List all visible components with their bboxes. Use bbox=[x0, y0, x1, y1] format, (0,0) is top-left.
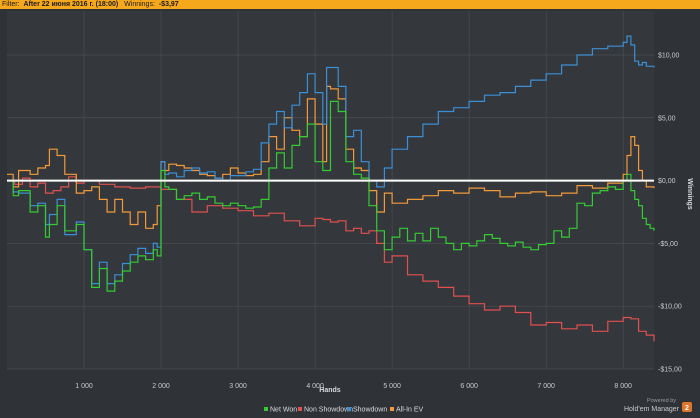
x-axis-ticks: 1 000 2 000 3 000 4 000 5 000 6 000 7 000 8 000 bbox=[75, 383, 632, 390]
filter-label: Filter: bbox=[2, 1, 20, 8]
y-tick-label: $5,00 bbox=[658, 115, 676, 122]
y-tick-label: -$5,00 bbox=[658, 241, 678, 248]
winnings-chart: 1 000 2 000 3 000 4 000 5 000 6 000 7 000 8 000… bbox=[0, 9, 700, 418]
legend-swatch bbox=[390, 407, 394, 411]
chart-legend: Net Won Non Showdown Showdown All-In EV bbox=[264, 407, 424, 414]
hm-logo-icon: 2 bbox=[682, 402, 692, 412]
branding: Powered by Hold'em Manager 2 bbox=[624, 398, 692, 413]
x-tick-label: 3 000 bbox=[229, 383, 247, 390]
legend-item[interactable]: Non Showdown bbox=[304, 407, 353, 414]
y-tick-label: -$10,00 bbox=[658, 304, 682, 311]
legend-item[interactable]: All-In EV bbox=[396, 407, 424, 414]
powered-by-text: Powered by bbox=[647, 398, 676, 404]
x-axis-label: Hands bbox=[319, 387, 341, 394]
y-tick-label: $0,00 bbox=[658, 178, 676, 185]
legend-swatch bbox=[298, 407, 302, 411]
x-tick-label: 5 000 bbox=[383, 383, 401, 390]
y-tick-label: -$15,00 bbox=[658, 367, 682, 374]
filter-bar: Filter: After 22 июня 2016 г. (18:00) Wi… bbox=[0, 0, 700, 9]
y-axis-label: Winnings bbox=[686, 178, 693, 210]
legend-item[interactable]: Net Won bbox=[270, 407, 297, 414]
series-line-net-won bbox=[7, 100, 655, 292]
x-tick-label: 7 000 bbox=[537, 383, 555, 390]
winnings-value: -$3,97 bbox=[158, 1, 179, 8]
y-axis-ticks: $10,00 $5,00 $0,00 -$5,00 -$10,00 -$15,00 bbox=[658, 52, 682, 373]
legend-swatch bbox=[264, 407, 268, 411]
svg-text:2: 2 bbox=[685, 405, 689, 412]
legend-item[interactable]: Showdown bbox=[353, 407, 387, 414]
x-tick-label: 8 000 bbox=[614, 383, 632, 390]
x-tick-label: 2 000 bbox=[152, 383, 170, 390]
legend-swatch bbox=[347, 407, 351, 411]
filter-value[interactable]: After 22 июня 2016 г. (18:00) bbox=[23, 1, 119, 8]
plot-area bbox=[7, 11, 654, 369]
x-tick-label: 4 000 bbox=[306, 383, 324, 390]
x-tick-label: 1 000 bbox=[75, 383, 93, 390]
x-tick-label: 6 000 bbox=[460, 383, 478, 390]
product-name: Hold'em Manager bbox=[624, 406, 680, 413]
y-tick-label: $10,00 bbox=[658, 52, 680, 59]
series-line-all-in-ev bbox=[7, 85, 655, 229]
winnings-label: Winnings: bbox=[124, 1, 155, 8]
series-lines bbox=[7, 35, 655, 342]
series-line-showdown bbox=[7, 35, 655, 285]
